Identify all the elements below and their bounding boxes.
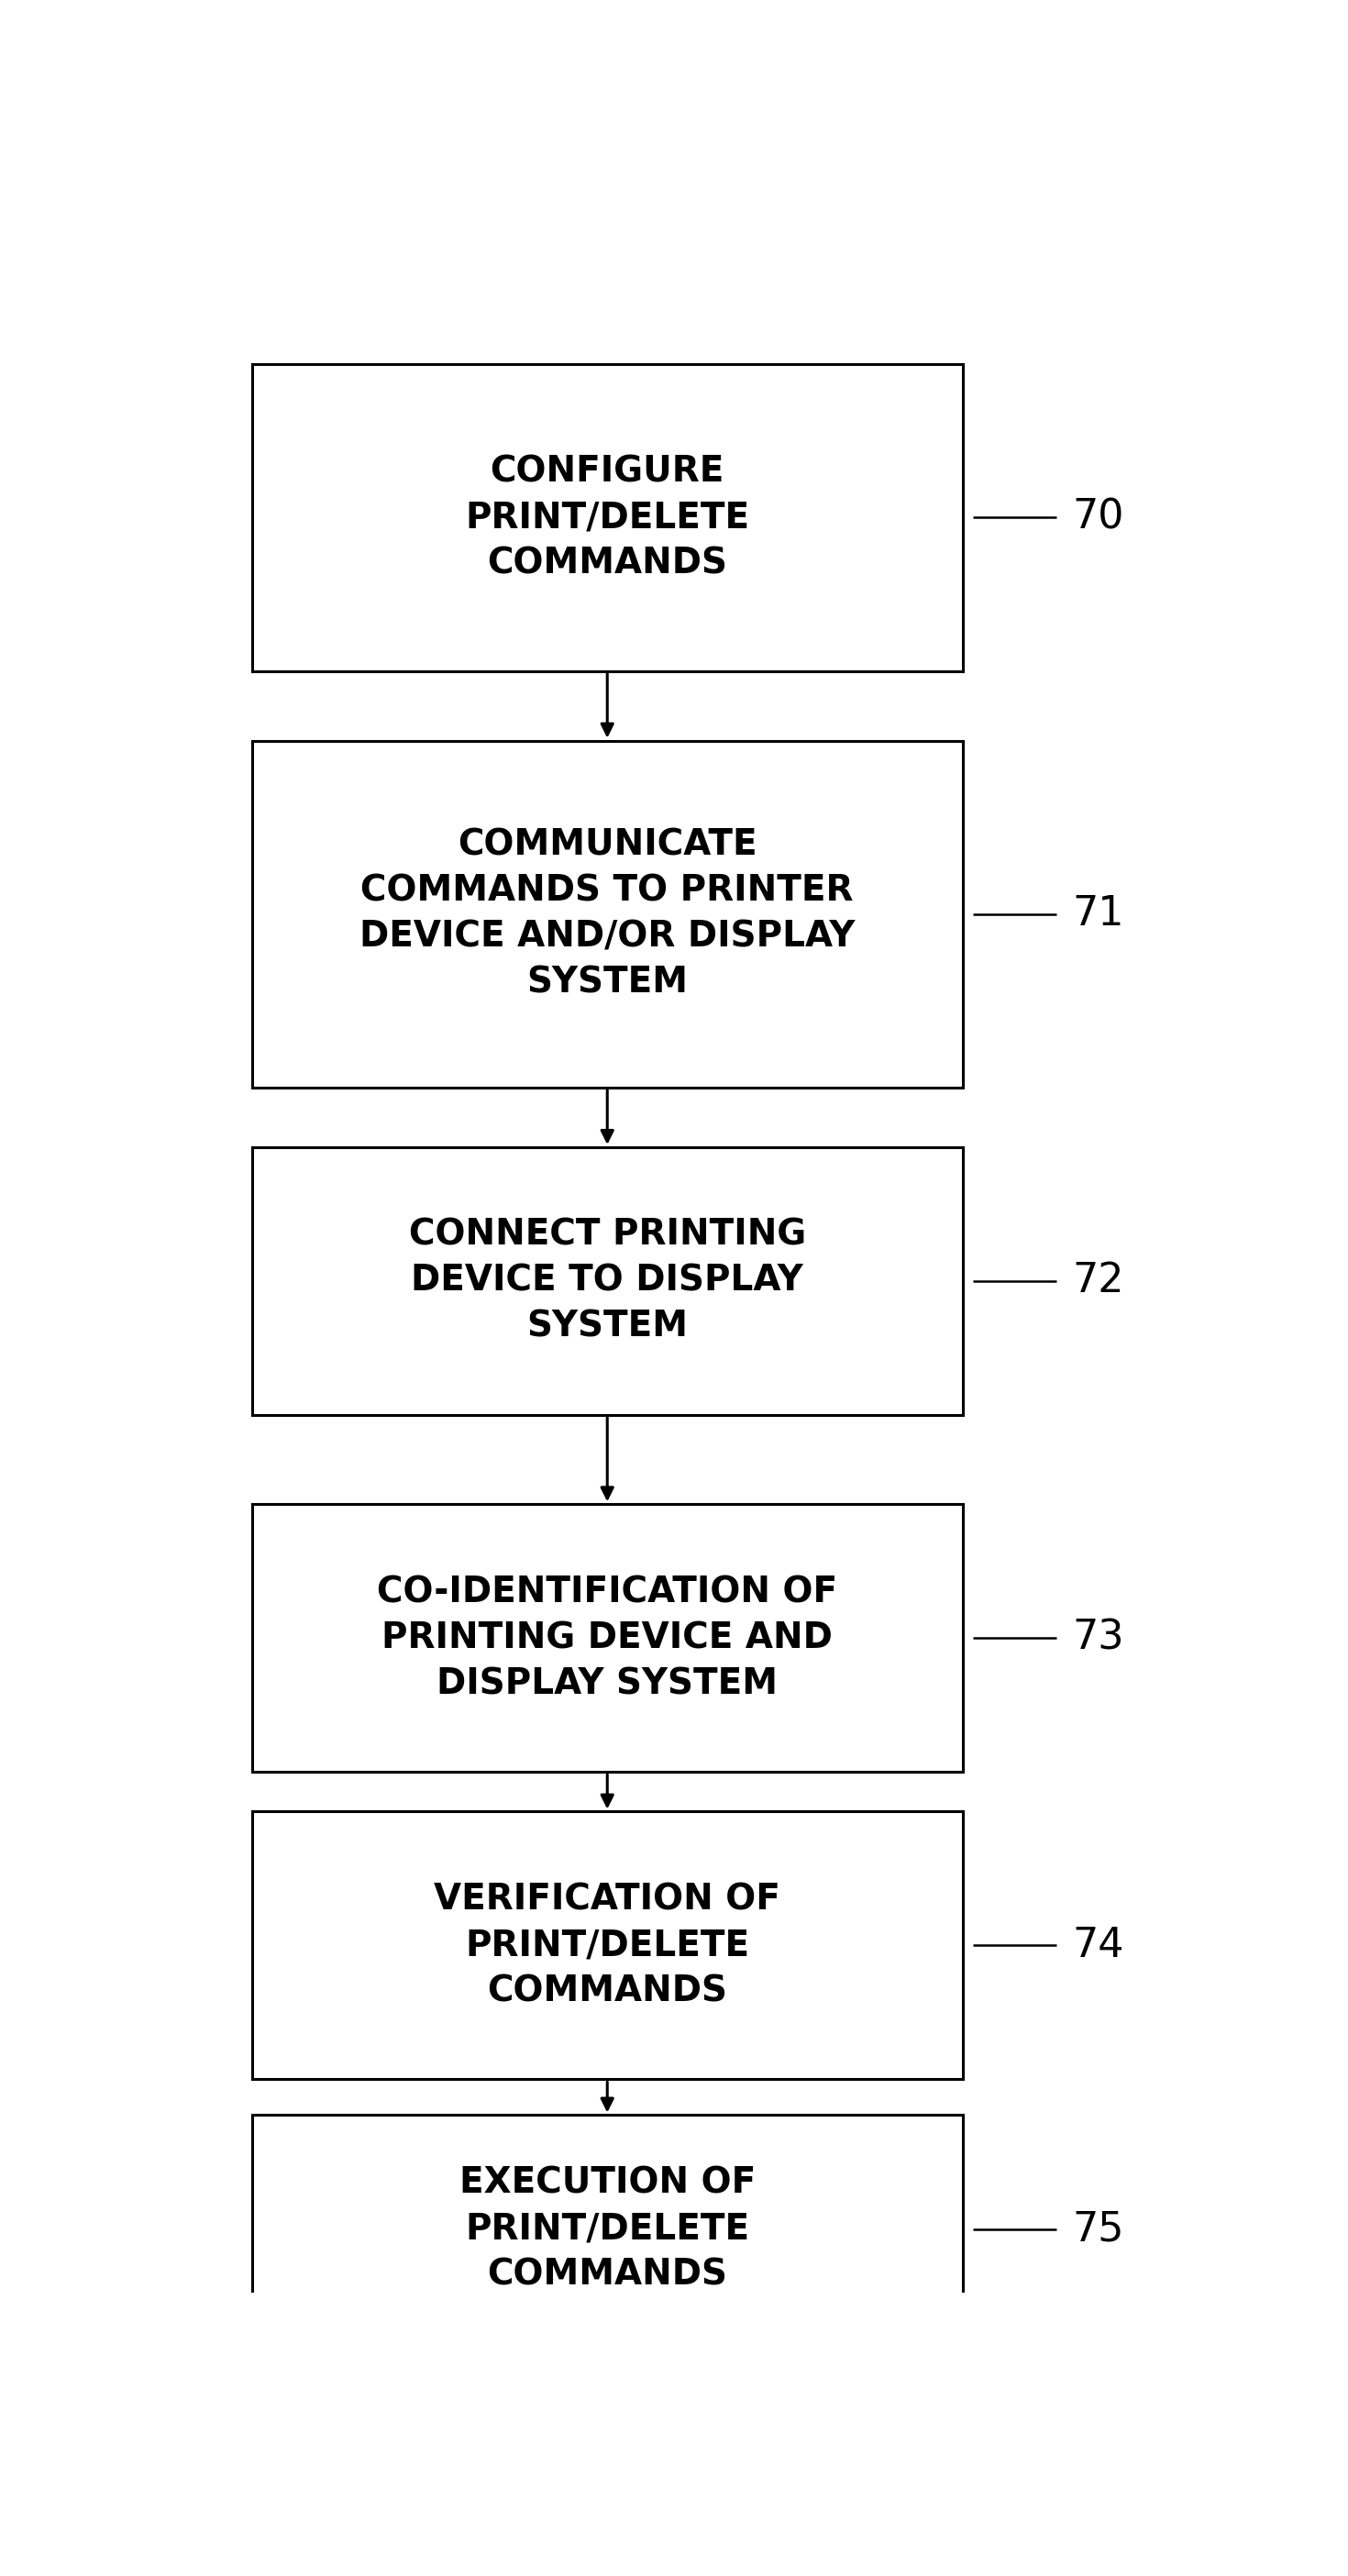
Text: CO-IDENTIFICATION OF
PRINTING DEVICE AND
DISPLAY SYSTEM: CO-IDENTIFICATION OF PRINTING DEVICE AND… bbox=[377, 1574, 837, 1700]
Bar bbox=[252, 1146, 962, 1414]
Text: 71: 71 bbox=[1072, 894, 1124, 935]
Text: VERIFICATION OF
PRINT/DELETE
COMMANDS: VERIFICATION OF PRINT/DELETE COMMANDS bbox=[434, 1883, 780, 2009]
Text: 70: 70 bbox=[1072, 497, 1124, 538]
Bar bbox=[252, 363, 962, 672]
Text: CONNECT PRINTING
DEVICE TO DISPLAY
SYSTEM: CONNECT PRINTING DEVICE TO DISPLAY SYSTE… bbox=[408, 1218, 806, 1345]
Bar bbox=[252, 1504, 962, 1772]
Text: CONFIGURE
PRINT/DELETE
COMMANDS: CONFIGURE PRINT/DELETE COMMANDS bbox=[465, 453, 749, 580]
Text: 74: 74 bbox=[1072, 1927, 1124, 1965]
Text: 72: 72 bbox=[1072, 1262, 1124, 1301]
Text: 73: 73 bbox=[1072, 1618, 1124, 1659]
Text: 75: 75 bbox=[1072, 2210, 1124, 2249]
Bar bbox=[252, 739, 962, 1087]
Text: EXECUTION OF
PRINT/DELETE
COMMANDS: EXECUTION OF PRINT/DELETE COMMANDS bbox=[460, 2166, 755, 2293]
Bar bbox=[252, 1811, 962, 2079]
Text: COMMUNICATE
COMMANDS TO PRINTER
DEVICE AND/OR DISPLAY
SYSTEM: COMMUNICATE COMMANDS TO PRINTER DEVICE A… bbox=[360, 827, 855, 999]
Bar bbox=[252, 2115, 962, 2344]
